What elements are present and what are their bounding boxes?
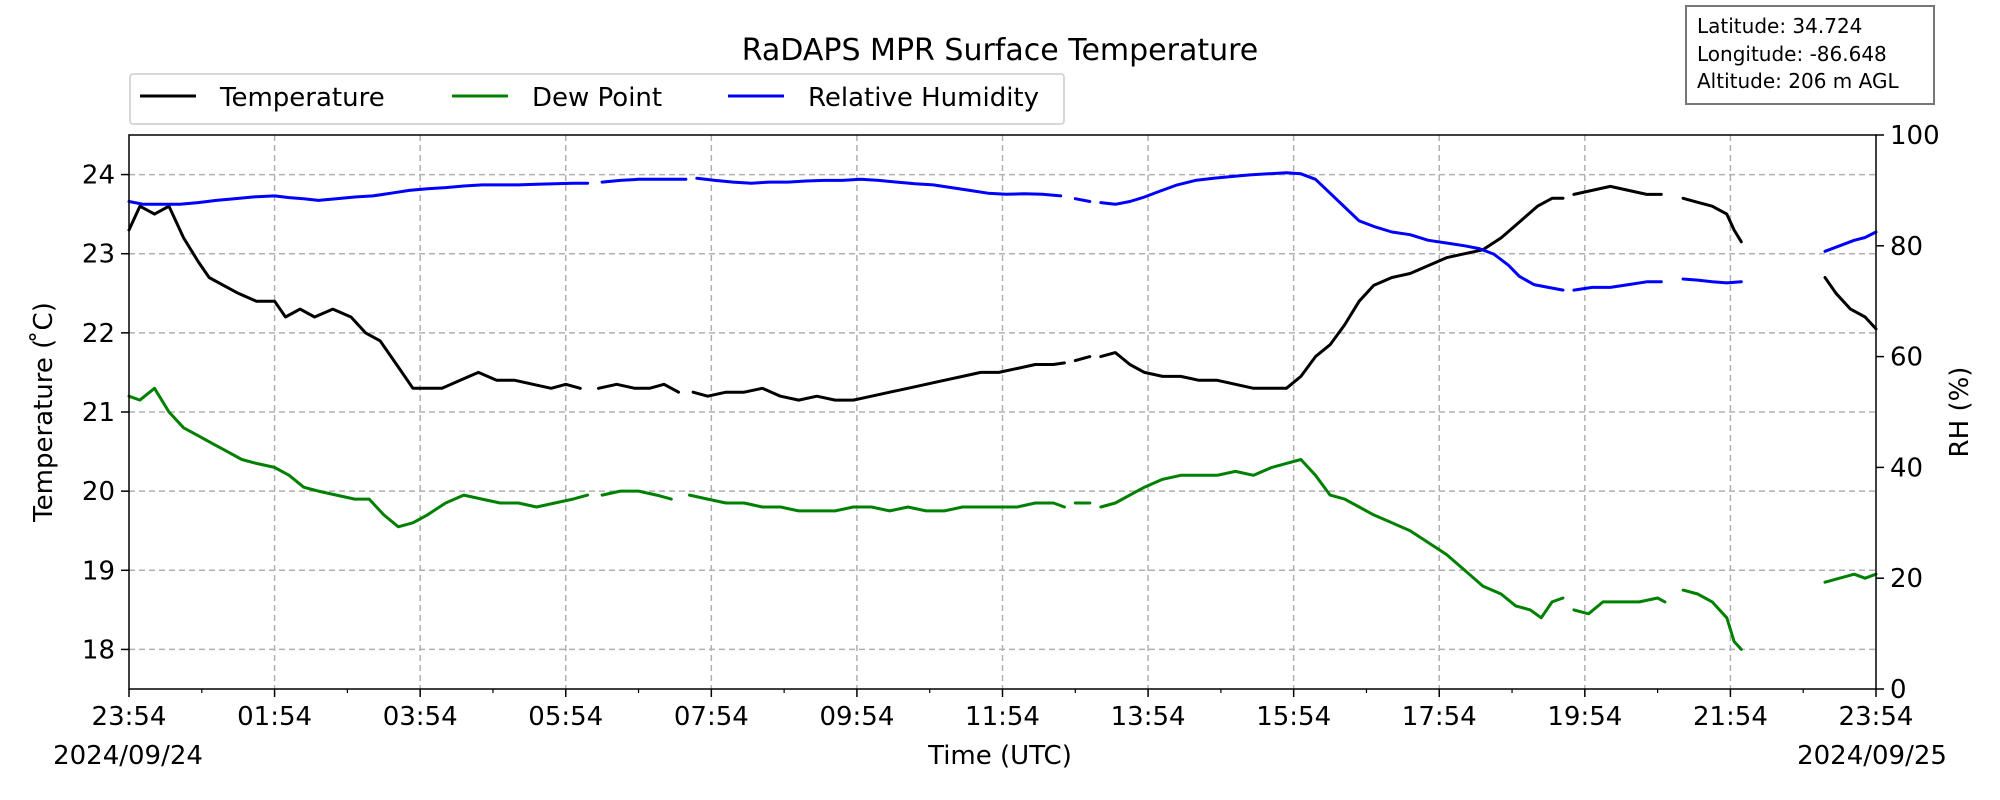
x-tick-label: 23:54 xyxy=(92,702,167,732)
series-line-dew-point xyxy=(1823,572,1878,584)
y-tick-label-right: 20 xyxy=(1890,564,1923,594)
info-altitude: Altitude: 206 m AGL xyxy=(1697,69,1899,93)
series-line-dew-point xyxy=(1099,458,1565,620)
chart-title: RaDAPS MPR Surface Temperature xyxy=(742,33,1259,68)
y-tick-label-right: 0 xyxy=(1890,675,1907,705)
series-line-temperature xyxy=(1099,196,1565,390)
info-latitude: Latitude: 34.724 xyxy=(1697,14,1862,38)
series-line-temperature xyxy=(691,361,1066,402)
legend-label-dew-point: Dew Point xyxy=(532,83,662,113)
date-start-label: 2024/09/24 xyxy=(53,741,203,771)
legend-box xyxy=(129,73,1065,125)
series-line-dew-point xyxy=(600,489,673,501)
x-tick-label: 13:54 xyxy=(1111,702,1186,732)
x-tick-label: 23:54 xyxy=(1839,702,1914,732)
series-line-relative-humidity xyxy=(1572,280,1663,292)
series-line-dew-point xyxy=(1681,588,1743,651)
x-tick-label: 15:54 xyxy=(1256,702,1331,732)
x-tick-label: 21:54 xyxy=(1693,702,1768,732)
series-lines xyxy=(127,171,1878,651)
series-line-temperature xyxy=(597,382,681,394)
legend-label-relative-humidity: Relative Humidity xyxy=(808,83,1039,113)
info-longitude: Longitude: -86.648 xyxy=(1697,42,1887,66)
y-tick-label-left: 24 xyxy=(82,161,115,191)
x-tick-label: 03:54 xyxy=(383,702,458,732)
y-tick-label-right: 100 xyxy=(1890,121,1940,151)
series-line-temperature xyxy=(1681,196,1743,244)
series-line-relative-humidity xyxy=(600,177,688,184)
series-line-relative-humidity xyxy=(1681,277,1743,285)
series-line-dew-point xyxy=(1572,596,1667,616)
series-line-temperature xyxy=(1823,276,1878,331)
x-tick-label: 17:54 xyxy=(1402,702,1477,732)
legend: Temperature Dew Point Relative Humidity xyxy=(129,73,1065,125)
info-box-frame xyxy=(1685,5,1935,105)
y-tick-label-left: 19 xyxy=(82,556,115,586)
y-axis-label-right: RH (%) xyxy=(1945,367,1975,458)
series-line-relative-humidity xyxy=(695,176,1063,198)
y-tick-label-left: 20 xyxy=(82,477,115,507)
series-line-temperature xyxy=(1572,184,1663,196)
y-tick-label-left: 22 xyxy=(82,319,115,349)
series-line-dew-point xyxy=(688,493,1066,513)
x-axis-label: Time (UTC) xyxy=(927,741,1072,771)
y-tick-label-left: 18 xyxy=(82,635,115,665)
date-end-label: 2024/09/25 xyxy=(1797,741,1947,771)
series-line-relative-humidity xyxy=(1099,171,1565,292)
series-line-temperature xyxy=(1073,355,1092,363)
grid xyxy=(129,135,1876,689)
series-line-relative-humidity xyxy=(1073,197,1092,203)
series-line-relative-humidity xyxy=(1823,230,1878,253)
series-line-dew-point xyxy=(127,386,590,529)
x-tick-label: 01:54 xyxy=(237,702,312,732)
location-info-box: Latitude: 34.724 Longitude: -86.648 Alti… xyxy=(1685,5,1935,105)
x-tick-label: 07:54 xyxy=(674,702,749,732)
y-tick-label-left: 21 xyxy=(82,398,115,428)
axes: 23:54 01:54 03:54 05:54 07:54 09:54 11:54 13:54… xyxy=(82,121,1940,732)
x-tick-label: 05:54 xyxy=(528,702,603,732)
y-axis-label-left: Temperature ( ̊C) xyxy=(29,302,59,523)
y-tick-label-right: 80 xyxy=(1890,232,1923,262)
series-line-temperature xyxy=(127,204,582,390)
series-line-relative-humidity xyxy=(127,181,590,206)
y-tick-label-left: 23 xyxy=(82,240,115,270)
legend-label-temperature: Temperature xyxy=(219,83,385,113)
x-tick-label: 19:54 xyxy=(1547,702,1622,732)
y-tick-label-right: 40 xyxy=(1890,453,1923,483)
x-tick-label: 09:54 xyxy=(819,702,894,732)
x-tick-label: 11:54 xyxy=(965,702,1040,732)
y-tick-label-right: 60 xyxy=(1890,343,1923,373)
